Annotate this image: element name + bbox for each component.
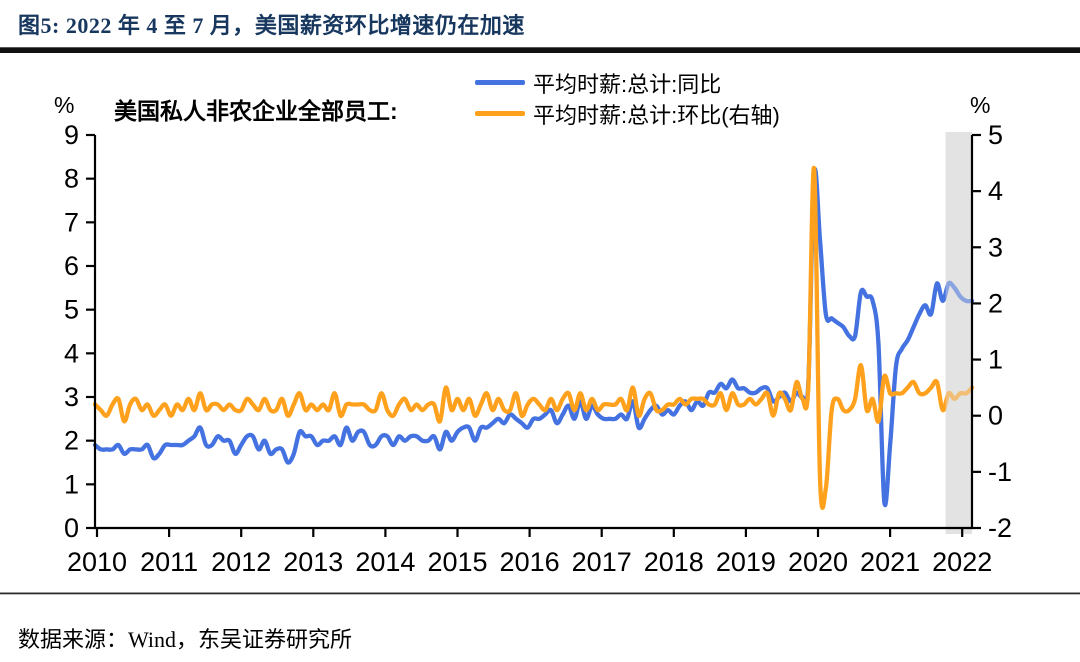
x-axis-year-label: 2019 — [716, 547, 776, 577]
title-divider-rule — [0, 47, 1080, 53]
data-source: 数据来源：Wind，东吴证券研究所 — [18, 627, 352, 652]
x-axis-year-label: 2011 — [140, 547, 198, 577]
left-axis-tick-label: 7 — [64, 207, 79, 237]
right-axis-tick-label: 3 — [988, 232, 1003, 262]
left-axis-tick-label: 1 — [64, 469, 79, 499]
right-axis-unit-label: % — [970, 92, 991, 118]
right-axis-tick-label: 2 — [988, 288, 1003, 318]
x-axis-year-label: 2022 — [932, 547, 992, 577]
left-axis-tick-label: 0 — [64, 513, 79, 543]
right-axis-tick-label: 0 — [988, 401, 1003, 431]
right-axis-tick-label: 1 — [988, 345, 1003, 375]
right-axis-tick-label: -1 — [988, 457, 1012, 487]
highlight-band-overlay — [945, 132, 972, 531]
left-axis-tick-label: 4 — [64, 338, 79, 368]
x-axis-year-label: 2016 — [500, 547, 560, 577]
left-axis-tick-label: 3 — [64, 382, 79, 412]
x-axis-year-label: 2013 — [283, 547, 343, 577]
x-axis-year-label: 2021 — [860, 547, 920, 577]
left-axis-unit-label: % — [54, 92, 75, 118]
legend-item-mom: 平均时薪:总计:环比(右轴) — [475, 98, 875, 129]
left-axis-tick-label: 5 — [64, 295, 79, 325]
left-axis-tick-label: 2 — [64, 426, 79, 456]
figure-title: 图5: 2022 年 4 至 7 月，美国薪资环比增速仍在加速 — [18, 13, 525, 38]
mom-line-swatch — [475, 111, 525, 116]
x-axis-year-label: 2010 — [67, 547, 127, 577]
chart-legend: 平均时薪:总计:同比 平均时薪:总计:环比(右轴) — [475, 67, 875, 129]
bottom-divider-rule — [0, 592, 1080, 595]
x-axis-year-label: 2012 — [211, 547, 271, 577]
x-axis-year-label: 2017 — [572, 547, 632, 577]
legend-item-yoy: 平均时薪:总计:同比 — [475, 67, 875, 98]
highlight-band-2022 — [945, 132, 972, 534]
chart-series-header-label: 美国私人非农企业全部员工: — [114, 98, 398, 124]
left-axis-tick-label: 9 — [64, 120, 79, 150]
legend-label-mom: 平均时薪:总计:环比(右轴) — [533, 102, 780, 128]
x-axis-year-label: 2018 — [644, 547, 704, 577]
left-axis-tick-label: 6 — [64, 251, 79, 281]
right-axis-tick-label: 4 — [988, 176, 1003, 206]
mom-line — [92, 166, 975, 510]
x-axis-year-label: 2015 — [427, 547, 487, 577]
x-axis-year-label: 2020 — [788, 547, 848, 577]
x-axis-year-label: 2014 — [355, 547, 415, 577]
axes-frame — [93, 135, 974, 530]
left-axis-tick-label: 8 — [64, 164, 79, 194]
yoy-line-swatch — [475, 80, 525, 85]
legend-label-yoy: 平均时薪:总计:同比 — [533, 71, 722, 97]
right-axis-tick-label: 5 — [988, 120, 1003, 150]
right-axis-tick-label: -2 — [988, 513, 1012, 543]
yoy-line — [92, 167, 975, 508]
